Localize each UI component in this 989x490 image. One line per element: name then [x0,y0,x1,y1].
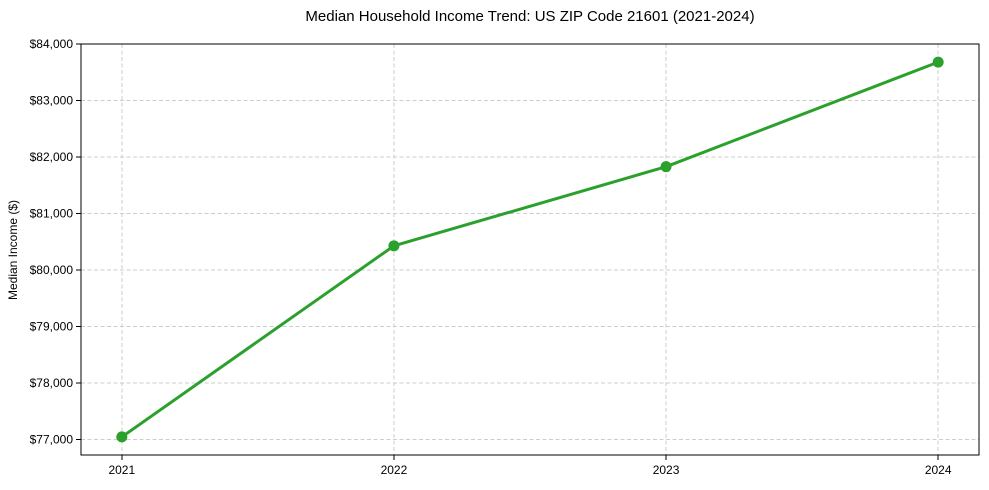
plot-border [80,43,980,456]
y-tick-label: $80,000 [30,263,74,277]
x-tick-label: 2023 [653,463,680,477]
x-tick-label: 2024 [925,463,952,477]
chart-title: Median Household Income Trend: US ZIP Co… [305,8,755,25]
data-point-marker [116,431,128,443]
data-point-marker [388,240,400,252]
y-tick-label: $77,000 [30,433,74,447]
y-tick-label: $78,000 [30,376,74,390]
y-tick-label: $81,000 [30,207,74,221]
y-tick-label: $82,000 [30,150,74,164]
x-tick-label: 2022 [381,463,408,477]
y-tick-label: $79,000 [30,320,74,334]
y-tick-label: $83,000 [30,94,74,108]
y-tick-label: $84,000 [30,37,74,51]
trend-line [120,60,940,439]
data-point-marker [660,161,672,173]
x-tick-label: 2021 [108,463,135,477]
data-point-marker [932,56,944,68]
